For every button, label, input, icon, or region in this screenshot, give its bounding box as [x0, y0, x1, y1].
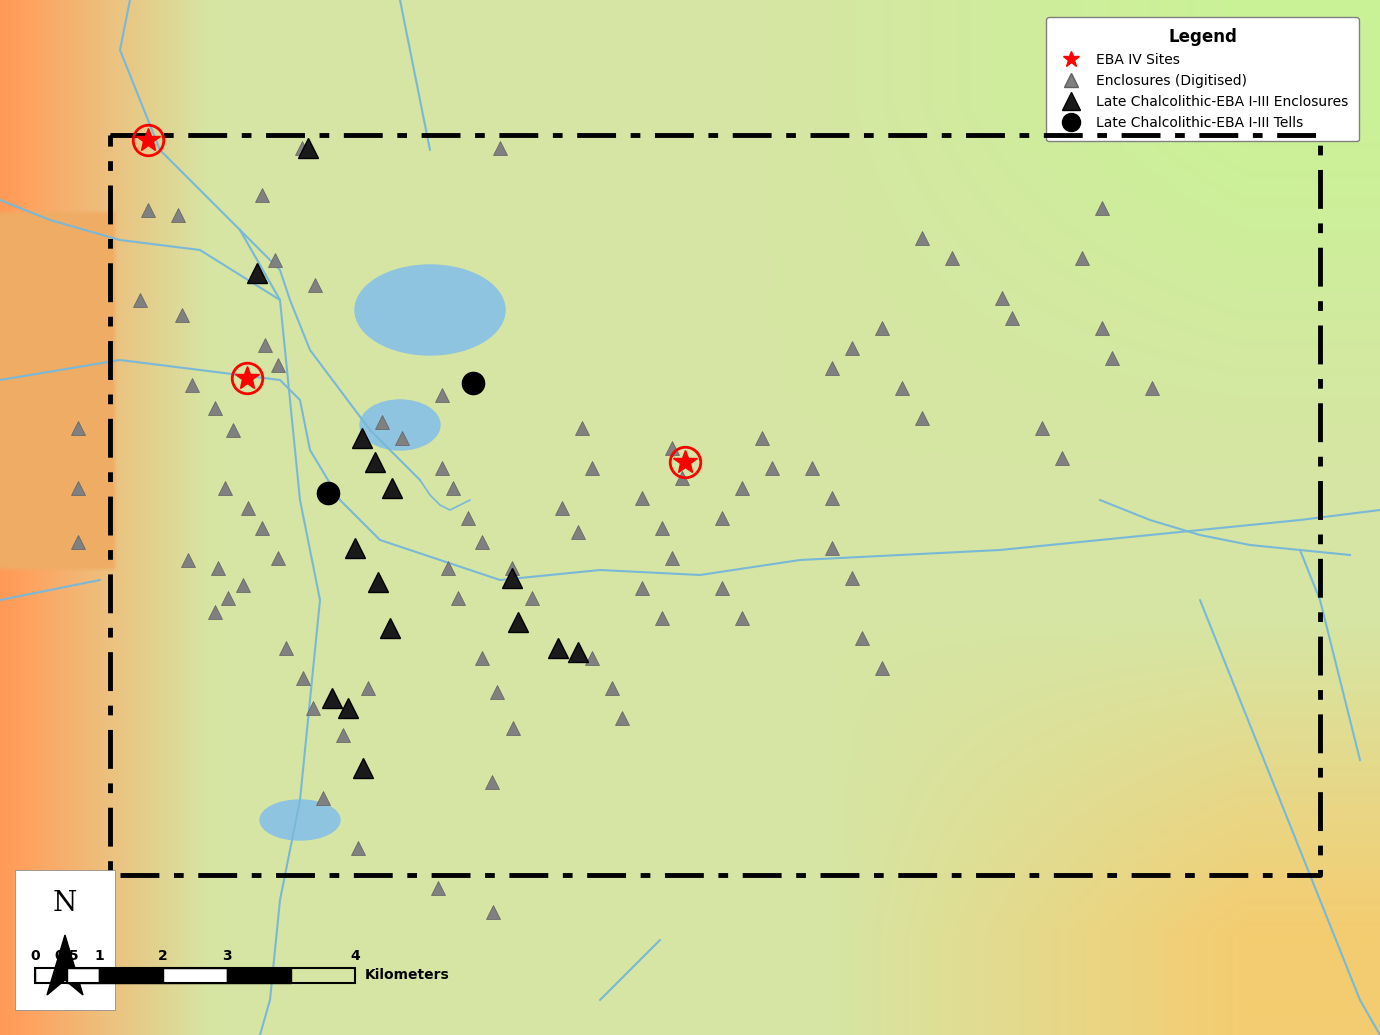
Ellipse shape — [259, 800, 339, 840]
Bar — [163, 968, 226, 982]
Text: 1: 1 — [94, 948, 104, 963]
Text: 0: 0 — [30, 948, 40, 963]
Bar — [68, 968, 99, 982]
Text: N: N — [52, 890, 77, 917]
Text: Kilometers: Kilometers — [364, 968, 450, 982]
Text: 3: 3 — [222, 948, 232, 963]
Bar — [34, 968, 355, 982]
Text: 2: 2 — [159, 948, 168, 963]
Ellipse shape — [360, 400, 440, 450]
FancyBboxPatch shape — [15, 870, 115, 1010]
Legend: EBA IV Sites, Enclosures (Digitised), Late Chalcolithic-EBA I-III Enclosures, La: EBA IV Sites, Enclosures (Digitised), La… — [1046, 18, 1359, 142]
Polygon shape — [47, 935, 83, 995]
Bar — [99, 968, 163, 982]
Bar — [226, 968, 291, 982]
Ellipse shape — [355, 265, 505, 355]
Text: 4: 4 — [351, 948, 360, 963]
Text: 0.5: 0.5 — [55, 948, 79, 963]
